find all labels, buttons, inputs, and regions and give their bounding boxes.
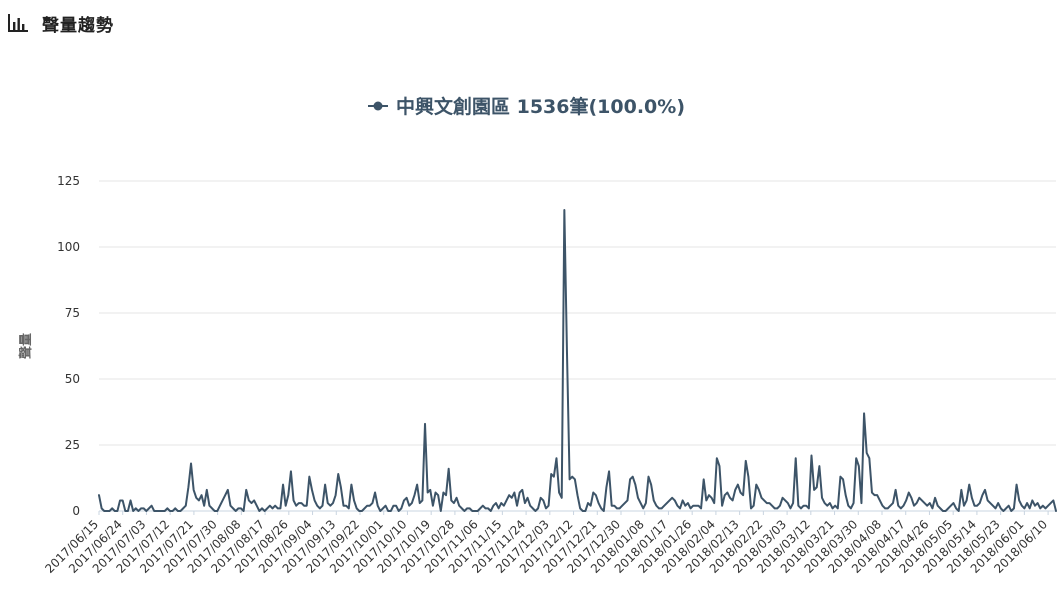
grid-lines [99,180,1056,512]
legend-series-label[interactable]: 中興文創園區 1536筆(100.0%) [396,95,685,118]
y-tick-label: 125 [57,174,80,188]
legend[interactable]: 中興文創園區 1536筆(100.0%) [368,95,685,118]
y-tick-label: 0 [72,504,80,518]
x-axis-ticks: 2017/06/152017/06/242017/07/032017/07/12… [42,511,1050,576]
y-tick-label: 50 [65,372,80,386]
y-tick-label: 100 [57,240,80,254]
y-axis-label: 聲量 [18,333,34,359]
section-header: 聲量趨勢 [8,10,114,36]
y-axis-ticks: 0 25 50 75 100 125 [57,174,80,518]
y-tick-label: 25 [65,438,80,452]
bar-chart-icon [8,14,28,32]
y-tick-label: 75 [65,306,80,320]
series-layer [98,209,1057,512]
legend-marker-dot [373,101,383,111]
page-title: 聲量趨勢 [42,15,114,36]
series-line[interactable] [98,209,1057,512]
